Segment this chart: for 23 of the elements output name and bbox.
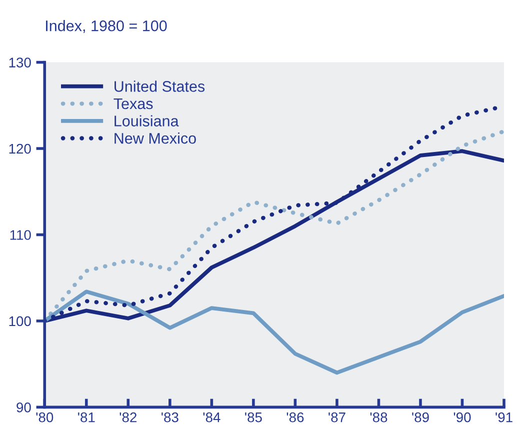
y-tick-label: 110	[10, 230, 31, 240]
legend-label: Texas	[114, 98, 153, 110]
y-tick-label: 130	[9, 58, 31, 68]
x-tick-label: '83	[162, 412, 178, 422]
x-tick-label: '88	[370, 412, 388, 422]
x-tick-label: '86	[286, 412, 304, 422]
y-tick-label: 100	[9, 316, 31, 326]
x-tick-label: '80	[36, 412, 54, 422]
legend-label: Louisiana	[114, 115, 179, 126]
legend-label: United States	[114, 80, 205, 92]
x-tick-label: '90	[454, 412, 471, 422]
y-axis-title: Index, 1980 = 100	[46, 20, 167, 34]
y-tick-label: 90	[16, 402, 31, 412]
legend-label: New Mexico	[114, 132, 196, 144]
line-series	[44, 290, 504, 375]
x-tick-label: '85	[245, 412, 262, 422]
x-tick-label: '82	[120, 412, 136, 422]
x-tick-label: '89	[412, 412, 429, 422]
x-tick-label: '91	[496, 412, 512, 422]
x-tick-label: '84	[203, 412, 220, 422]
x-tick-label: '87	[328, 412, 346, 422]
x-tick-label: '81	[78, 412, 95, 422]
y-tick-label: 120	[9, 144, 31, 154]
